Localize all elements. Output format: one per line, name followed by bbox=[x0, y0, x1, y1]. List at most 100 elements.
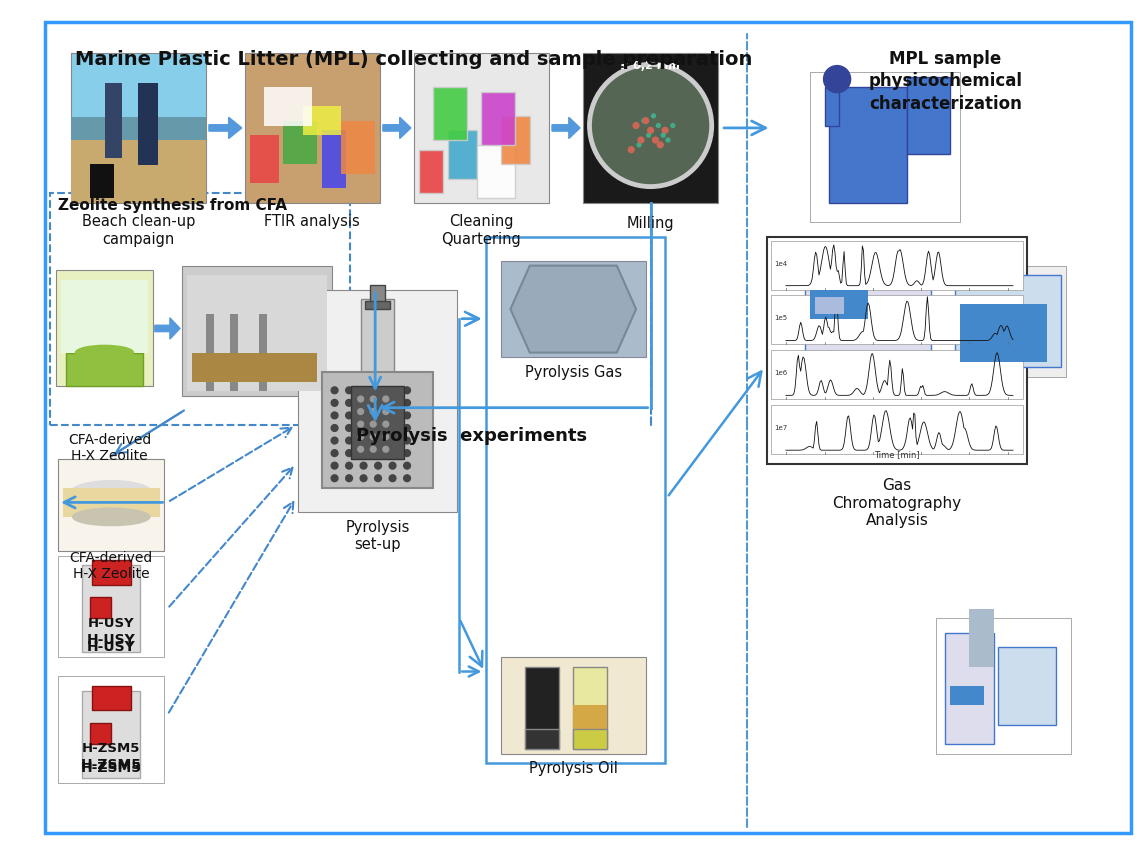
Circle shape bbox=[389, 463, 396, 469]
Circle shape bbox=[370, 409, 376, 415]
FancyBboxPatch shape bbox=[192, 352, 269, 381]
Circle shape bbox=[637, 143, 641, 147]
FancyBboxPatch shape bbox=[298, 290, 457, 512]
FancyBboxPatch shape bbox=[936, 618, 1070, 753]
Text: Pyrolysis  experiments: Pyrolysis experiments bbox=[356, 427, 587, 445]
FancyBboxPatch shape bbox=[66, 352, 144, 386]
Circle shape bbox=[332, 425, 337, 432]
FancyBboxPatch shape bbox=[772, 405, 1023, 454]
FancyBboxPatch shape bbox=[945, 633, 994, 744]
FancyBboxPatch shape bbox=[90, 722, 112, 744]
FancyBboxPatch shape bbox=[250, 352, 317, 381]
Circle shape bbox=[345, 399, 352, 406]
Circle shape bbox=[345, 412, 352, 419]
Circle shape bbox=[666, 138, 670, 142]
Circle shape bbox=[332, 412, 337, 419]
Circle shape bbox=[588, 62, 714, 188]
Polygon shape bbox=[511, 266, 636, 352]
Circle shape bbox=[360, 450, 367, 457]
FancyBboxPatch shape bbox=[58, 556, 164, 657]
Text: Time [min]: Time [min] bbox=[874, 450, 920, 459]
Circle shape bbox=[383, 446, 389, 452]
FancyArrow shape bbox=[155, 318, 180, 339]
Circle shape bbox=[404, 463, 410, 469]
FancyBboxPatch shape bbox=[245, 53, 380, 203]
FancyBboxPatch shape bbox=[44, 22, 1131, 833]
FancyArrow shape bbox=[552, 117, 580, 139]
FancyBboxPatch shape bbox=[58, 459, 164, 551]
Circle shape bbox=[404, 387, 410, 393]
FancyBboxPatch shape bbox=[500, 115, 530, 164]
Circle shape bbox=[633, 122, 640, 128]
Circle shape bbox=[383, 409, 389, 415]
Text: Milling: Milling bbox=[627, 216, 675, 232]
Circle shape bbox=[332, 387, 337, 393]
Circle shape bbox=[360, 412, 367, 419]
FancyBboxPatch shape bbox=[766, 237, 1027, 463]
FancyBboxPatch shape bbox=[259, 314, 267, 392]
FancyBboxPatch shape bbox=[370, 285, 385, 304]
FancyBboxPatch shape bbox=[573, 667, 608, 749]
Text: CFA-derived
H-X Zeolite: CFA-derived H-X Zeolite bbox=[70, 551, 153, 581]
Text: H-ZSM5: H-ZSM5 bbox=[82, 742, 140, 755]
Circle shape bbox=[345, 425, 352, 432]
FancyBboxPatch shape bbox=[830, 87, 906, 203]
Circle shape bbox=[360, 399, 367, 406]
FancyBboxPatch shape bbox=[815, 297, 844, 314]
Circle shape bbox=[358, 422, 364, 427]
FancyBboxPatch shape bbox=[62, 280, 148, 352]
FancyBboxPatch shape bbox=[206, 314, 214, 392]
Circle shape bbox=[652, 114, 655, 118]
FancyBboxPatch shape bbox=[811, 73, 960, 222]
Text: MPL sample
physicochemical
characterization: MPL sample physicochemical characterizat… bbox=[869, 50, 1023, 113]
Circle shape bbox=[375, 475, 382, 481]
Circle shape bbox=[375, 387, 382, 393]
Circle shape bbox=[823, 66, 850, 92]
FancyBboxPatch shape bbox=[950, 686, 984, 705]
Text: 1e4: 1e4 bbox=[774, 261, 788, 267]
Circle shape bbox=[358, 409, 364, 415]
FancyBboxPatch shape bbox=[955, 275, 1061, 367]
FancyArrow shape bbox=[209, 117, 242, 139]
Circle shape bbox=[389, 425, 396, 432]
Text: Zeolite synthesis from CFA: Zeolite synthesis from CFA bbox=[58, 198, 287, 213]
Text: Pyrolysis
set-up: Pyrolysis set-up bbox=[345, 520, 409, 552]
Text: 1e6: 1e6 bbox=[774, 370, 788, 376]
FancyBboxPatch shape bbox=[105, 83, 122, 158]
FancyBboxPatch shape bbox=[433, 87, 467, 140]
FancyBboxPatch shape bbox=[772, 351, 1023, 399]
Circle shape bbox=[646, 133, 651, 137]
FancyBboxPatch shape bbox=[360, 299, 394, 377]
FancyBboxPatch shape bbox=[230, 314, 238, 392]
FancyBboxPatch shape bbox=[90, 164, 114, 198]
FancyBboxPatch shape bbox=[524, 667, 559, 749]
FancyBboxPatch shape bbox=[999, 647, 1057, 725]
Circle shape bbox=[370, 433, 376, 439]
FancyBboxPatch shape bbox=[321, 130, 347, 188]
Circle shape bbox=[383, 396, 389, 402]
Circle shape bbox=[345, 437, 352, 444]
Circle shape bbox=[389, 450, 396, 457]
Circle shape bbox=[370, 446, 376, 452]
Circle shape bbox=[360, 437, 367, 444]
Circle shape bbox=[375, 399, 382, 406]
Text: Pyrolysis Oil: Pyrolysis Oil bbox=[529, 762, 618, 776]
FancyBboxPatch shape bbox=[477, 144, 515, 198]
Circle shape bbox=[652, 137, 658, 143]
FancyBboxPatch shape bbox=[811, 290, 868, 319]
FancyBboxPatch shape bbox=[969, 609, 994, 667]
FancyBboxPatch shape bbox=[284, 121, 317, 164]
FancyBboxPatch shape bbox=[824, 87, 839, 126]
FancyBboxPatch shape bbox=[50, 193, 350, 425]
FancyArrow shape bbox=[383, 117, 410, 139]
Circle shape bbox=[360, 387, 367, 393]
FancyBboxPatch shape bbox=[303, 106, 341, 135]
Circle shape bbox=[657, 124, 660, 127]
Circle shape bbox=[375, 425, 382, 432]
FancyBboxPatch shape bbox=[351, 386, 405, 459]
Circle shape bbox=[358, 396, 364, 402]
FancyBboxPatch shape bbox=[182, 266, 332, 396]
FancyBboxPatch shape bbox=[250, 135, 278, 184]
Circle shape bbox=[389, 475, 396, 481]
FancyBboxPatch shape bbox=[573, 729, 608, 749]
